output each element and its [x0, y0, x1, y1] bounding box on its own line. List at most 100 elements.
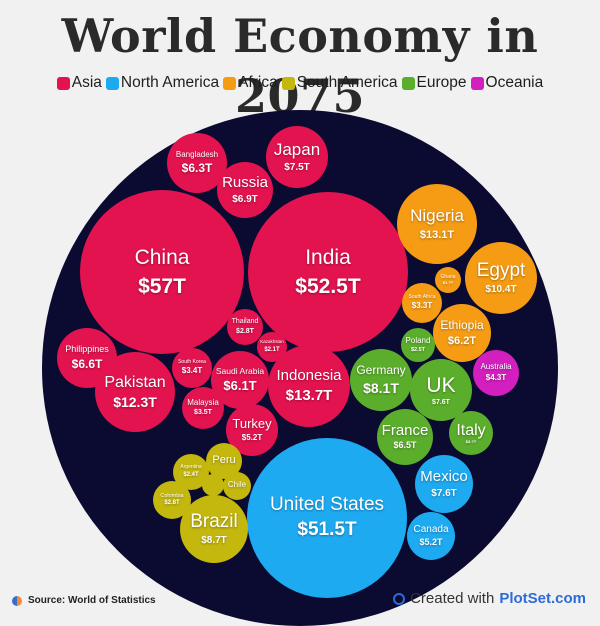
bubble-australia[interactable]: Australia $4.3T [473, 350, 519, 396]
bubble-country: Indonesia [276, 366, 342, 384]
bubble-country: India [305, 246, 351, 270]
bubble-india[interactable]: India $52.5T [248, 192, 408, 352]
bubble-value: $3.3T [411, 301, 433, 311]
bubble-country: Malaysia [187, 397, 219, 407]
legend-item-south-america: South America [281, 74, 398, 92]
legend-item-africa: Africa [223, 74, 278, 92]
bubble-value: $5.2T [419, 536, 443, 547]
bubble-uk[interactable]: UK $7.6T [410, 359, 472, 421]
bubble-japan[interactable]: Japan $7.5T [266, 126, 328, 188]
bubble-country: Thailand [231, 318, 259, 326]
plotset-link[interactable]: PlotSet.com [499, 590, 586, 607]
bubble-united-states[interactable]: United States $51.5T [247, 438, 407, 598]
bubble-country: Germany [356, 362, 406, 377]
created-prefix: Created with [410, 590, 495, 607]
legend-item-europe: Europe [401, 74, 467, 92]
bubble-value: $57T [138, 274, 186, 298]
bubble-poland[interactable]: Poland $2.5T [401, 328, 435, 362]
bubble-country: Kazakhstan [260, 339, 284, 345]
bubble-country: Canada [413, 524, 449, 536]
bubble-value: $10.4T [485, 284, 517, 296]
bubble-country: Mexico [420, 468, 468, 485]
bubble-canada[interactable]: Canada $5.2T [407, 512, 455, 560]
bubble-country: France [381, 421, 429, 439]
bubble-value: $7.6T [431, 488, 457, 499]
bubble-south-korea[interactable]: South Korea $3.4T [172, 348, 212, 388]
bubble-value: $2.4T [183, 472, 199, 479]
bubble-germany[interactable]: Germany $8.1T [350, 349, 412, 411]
bubble-country: UK [426, 373, 456, 397]
bubble-country: Peru [212, 454, 236, 467]
bubble-italy[interactable]: Italy $3.?T [449, 411, 493, 455]
bubble-egypt[interactable]: Egypt $10.4T [465, 242, 537, 314]
bubble-ghana[interactable]: Ghana $1.?T [435, 267, 461, 293]
bubble-value: $7.6T [432, 398, 450, 406]
bubble-value: $6.2T [447, 334, 477, 347]
bubble-value: $6.5T [393, 440, 417, 451]
bubble-value: $6.9T [232, 194, 258, 205]
bubble-country: Russia [222, 174, 268, 191]
bubble-country: China [134, 246, 190, 270]
bubble-ethiopia[interactable]: Ethiopia $6.2T [433, 304, 491, 362]
bubble-country: Nigeria [410, 206, 464, 226]
bubble-value: $51.5T [297, 519, 357, 541]
bubble-value: $3.5T [194, 409, 212, 417]
legend-label: North America [120, 74, 220, 91]
legend-item-oceania: Oceania [470, 74, 544, 92]
bubble-value: $1.?T [442, 280, 454, 286]
bubble-russia[interactable]: Russia $6.9T [217, 162, 273, 218]
bubble-value: $3.?T [465, 439, 477, 445]
legend-item-north-america: North America [105, 74, 220, 92]
bubble-country: Australia [480, 362, 512, 372]
bubble-mexico[interactable]: Mexico $7.6T [415, 455, 473, 513]
legend-swatch [470, 76, 484, 90]
bubble-south-africa[interactable]: South Africa $3.3T [402, 283, 442, 323]
bubble-value: $6.1T [223, 378, 257, 394]
bubble-nigeria[interactable]: Nigeria $13.1T [397, 184, 477, 264]
bubble-unlabeled-sa[interactable] [202, 474, 224, 496]
bubble-country: Pakistan [104, 373, 166, 391]
bubble-country: Turkey [232, 416, 272, 432]
bubble-country: Colombia [160, 492, 184, 499]
legend: Asia North America Africa South America … [0, 74, 600, 92]
bubble-value: $2.8T [164, 500, 180, 507]
bubble-peru[interactable]: Peru [206, 443, 242, 479]
bubble-malaysia[interactable]: Malaysia $3.5T [182, 387, 224, 429]
bubble-china[interactable]: China $57T [80, 190, 244, 354]
bubble-indonesia[interactable]: Indonesia $13.7T [268, 345, 350, 427]
bubble-country: Egypt [476, 259, 526, 281]
legend-swatch [281, 76, 295, 90]
legend-label: Oceania [485, 74, 544, 91]
bubble-value: $13.7T [285, 386, 333, 404]
globe-icon [12, 595, 22, 606]
bubble-value: $7.5T [284, 162, 310, 174]
source-note: Source: World of Statistics [12, 595, 156, 606]
bubble-value: $6.3T [181, 161, 213, 176]
legend-swatch [223, 76, 237, 90]
plotset-logo-icon [393, 592, 406, 605]
legend-swatch [401, 76, 415, 90]
bubble-value: $8.7T [201, 535, 227, 547]
legend-swatch [105, 76, 119, 90]
bubble-bangladesh[interactable]: Bangladesh $6.3T [167, 133, 227, 193]
bubble-country: South Korea [178, 358, 206, 365]
legend-label: Asia [71, 74, 102, 91]
bubble-country: South Africa [408, 293, 436, 300]
bubble-brazil[interactable]: Brazil $8.7T [180, 495, 248, 563]
bubble-chile[interactable]: Chile [223, 472, 251, 500]
legend-label: Europe [416, 74, 467, 91]
bubble-thailand[interactable]: Thailand $2.8T [227, 309, 263, 345]
bubble-country: Japan [273, 139, 321, 159]
legend-label: South America [296, 74, 398, 91]
bubble-value: $52.5T [295, 274, 361, 298]
bubble-country: Argentina [180, 464, 202, 471]
created-with[interactable]: Created with PlotSet.com [393, 590, 586, 607]
bubble-value: $5.2T [241, 432, 263, 442]
bubble-pakistan[interactable]: Pakistan $12.3T [95, 352, 175, 432]
bubble-country: Saudi Arabia [215, 365, 265, 376]
bubble-country: United States [269, 493, 385, 515]
bubble-value: $3.4T [181, 366, 203, 376]
bubble-value: $2.1T [264, 346, 280, 353]
bubble-country: Bangladesh [175, 149, 219, 159]
bubble-france[interactable]: France $6.5T [377, 409, 433, 465]
